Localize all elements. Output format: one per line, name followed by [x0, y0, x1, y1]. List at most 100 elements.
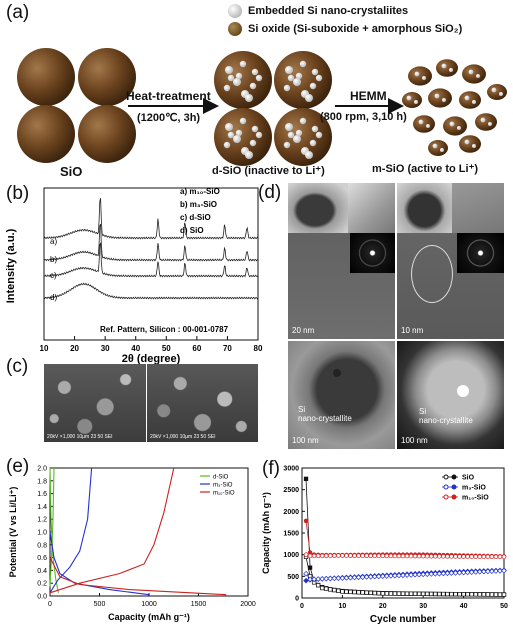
chart-f-point — [348, 553, 353, 558]
si-nanocrystal-dot — [299, 60, 307, 68]
chart-e-ytick-label: 2.0 — [37, 466, 47, 473]
chart-f-point — [448, 570, 455, 576]
chart-f-point — [404, 553, 410, 559]
xrd-ylabel: Intensity (a.u.) — [5, 228, 17, 303]
chart-f-ytick-label: 0 — [295, 596, 299, 603]
chart-f-point — [420, 571, 426, 578]
chart-f-point — [433, 591, 438, 597]
chart-f-point — [388, 553, 394, 559]
chart-e-discharge-curve-0 — [49, 467, 59, 593]
si-nanocrystal-dot — [434, 93, 440, 99]
chart-f-point — [485, 554, 491, 559]
chart-f-point — [485, 592, 490, 597]
chart-f-xtick-label: 30 — [419, 603, 427, 610]
si-nanocrystal-dot — [227, 74, 235, 82]
si-nanocrystal-dot — [245, 151, 253, 159]
chart-f-legend-marker-filled — [451, 474, 457, 480]
chart-e-charge-curve-2 — [49, 467, 175, 594]
si-nanocrystal-dot — [315, 131, 323, 139]
legend-embedded-text: Embedded Si nano-crystaliites — [248, 5, 409, 17]
si-nanocrystal-dot — [441, 63, 447, 69]
chart-f-ytick-label: 2000 — [283, 509, 299, 516]
chart-f-point — [320, 585, 325, 591]
si-nanocrystal-dot — [414, 71, 420, 77]
msio-fragment — [487, 84, 507, 100]
chart-f-point — [416, 553, 422, 559]
chart-e-xtick-label: 500 — [94, 601, 106, 608]
chart-f-point — [445, 591, 450, 597]
xrd-xtick-label: 80 — [254, 344, 263, 353]
si-nanocrystal-dot — [227, 131, 235, 139]
chart-f-point — [441, 591, 446, 597]
chart-f-point — [481, 592, 486, 597]
si-nanocrystal-dot — [464, 95, 470, 101]
tem-top-right: 10 nm — [397, 183, 504, 339]
si-nanocrystal-dot — [233, 135, 241, 143]
chart-f-legend-label: m₁₀-SiO — [462, 495, 489, 502]
chart-f-point — [336, 553, 341, 558]
xrd-legend-a: a) m₁₀-SiO — [180, 187, 220, 196]
chart-e-xtick-label: 1500 — [191, 601, 207, 608]
chart-f-point — [303, 570, 309, 577]
si-nanocrystal-dot — [285, 123, 293, 131]
si-nanocrystal-dot — [315, 74, 323, 82]
tem-tr-inset-particle — [397, 183, 452, 233]
chart-f-point — [428, 571, 435, 577]
chart-f-point — [316, 583, 321, 588]
step1-label: Heat-treatment — [126, 89, 211, 103]
si-nanocrystal-dot — [235, 72, 243, 80]
chart-e-ytick-label: 0.0 — [37, 594, 47, 601]
chart-f-point — [340, 589, 345, 594]
chart-f-point — [412, 591, 418, 596]
si-nanocrystal-dot — [287, 74, 295, 82]
chart-f-point — [493, 592, 499, 597]
chart-f-point — [327, 575, 334, 582]
chart-f-legend-marker-open — [443, 494, 449, 500]
chart-f-point — [335, 575, 342, 582]
step2-conditions: (800 rpm, 3,10 h) — [320, 111, 407, 123]
si-nanocrystal-dot — [285, 66, 293, 74]
si-nanocrystal-dot — [414, 100, 418, 104]
chart-f-point — [336, 588, 341, 593]
chart-f-point — [392, 591, 398, 596]
tem-tr-saed-inset — [457, 233, 504, 273]
chart-f-point — [453, 554, 458, 559]
chart-f-point — [303, 476, 309, 481]
chart-f-ytick-label: 1000 — [283, 552, 299, 559]
xrd-curve-a-label: a) — [50, 237, 57, 246]
chart-f-point — [404, 572, 410, 578]
cycling-chart: 0 10 20 30 40 50050010001500200025003000Cycle… — [261, 466, 508, 626]
chart-f-point — [356, 590, 361, 595]
chart-f-legend-label: SiO — [462, 475, 475, 482]
xrd-xtick-label: 10 — [40, 344, 49, 353]
legend-embedded-marker — [228, 4, 242, 18]
chart-f-point — [408, 553, 414, 559]
dsio-caption: d-SiO (inactive to Li⁺) — [212, 165, 325, 177]
chart-f-point — [429, 553, 434, 559]
si-nanocrystal-dot — [239, 117, 247, 125]
chart-f-ylabel: Capacity (mAh g⁻¹) — [261, 492, 271, 574]
tem-tr-inset-zoom — [452, 183, 504, 233]
chart-f-point — [468, 569, 475, 575]
msio-fragment — [413, 115, 435, 133]
chart-f-point — [376, 591, 381, 596]
tem-bl-scalebar: 100 nm — [292, 436, 319, 445]
si-nanocrystal-dot — [223, 141, 231, 149]
xrd-xtick-label: 50 — [162, 344, 171, 353]
chart-e-xlabel: Capacity (mAh g⁻¹) — [108, 612, 190, 622]
msio-fragment — [436, 59, 458, 77]
chart-e-legend-label: d-SiO — [213, 475, 229, 481]
chart-f-point — [303, 518, 309, 524]
chart-f-point — [372, 590, 377, 596]
si-nanocrystal-dot — [432, 143, 438, 149]
chart-f-point — [315, 576, 321, 582]
si-nanocrystal-dot — [468, 69, 474, 75]
sio-particles — [17, 48, 136, 163]
chart-f-point — [344, 589, 349, 594]
chart-f-point — [375, 573, 382, 580]
si-nanocrystal-dot — [249, 139, 257, 147]
chart-f-point — [364, 553, 369, 558]
chart-f-point — [376, 553, 382, 559]
chart-f-point — [457, 554, 462, 559]
chart-f-point — [416, 571, 422, 578]
